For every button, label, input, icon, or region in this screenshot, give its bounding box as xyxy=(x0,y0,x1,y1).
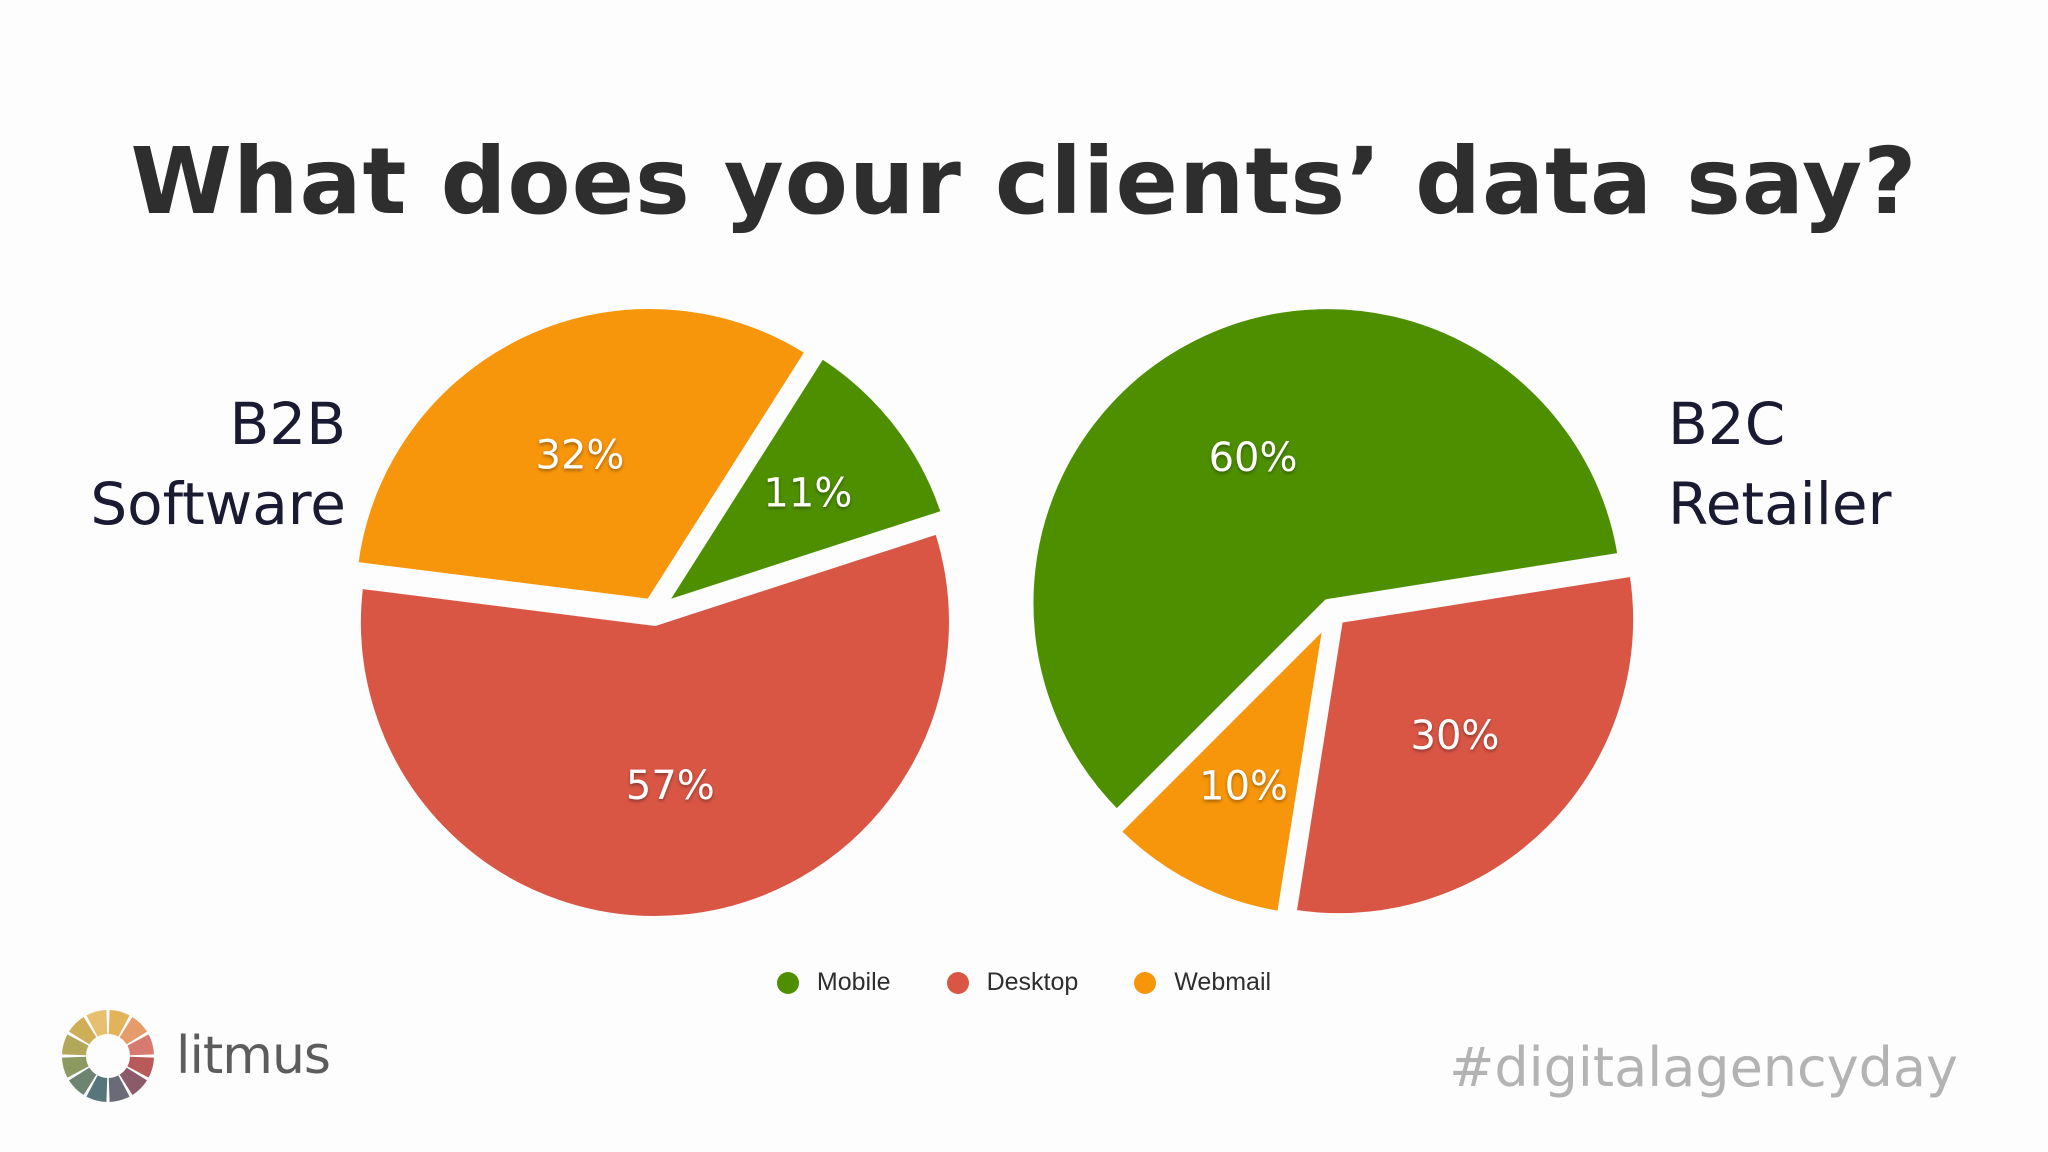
legend-dot-webmail xyxy=(1134,971,1157,994)
logo-segment xyxy=(68,1016,97,1045)
legend-label-desktop: Desktop xyxy=(986,968,1079,996)
pie-0-data-label-webmail: 32% xyxy=(536,433,625,479)
legend-item-mobile: Mobile xyxy=(776,968,891,997)
logo-segment xyxy=(108,1075,130,1102)
pie-0-data-label-desktop: 57% xyxy=(626,763,715,809)
pie-1-slice-mobile xyxy=(1025,301,1626,818)
legend: Mobile Desktop Webmail xyxy=(0,968,2048,997)
b2c-title-line-2: Retailer xyxy=(1668,470,1892,538)
pie-1-data-label-mobile: 60% xyxy=(1209,435,1298,481)
pie-0-slice-webmail xyxy=(350,300,814,607)
logo-segment xyxy=(127,1034,154,1056)
logo-text: litmus xyxy=(176,1026,331,1086)
logo-segment xyxy=(108,1010,130,1037)
logo-segment xyxy=(86,1010,108,1037)
logo-segment xyxy=(119,1016,148,1045)
logo-segment xyxy=(68,1067,97,1096)
pie-1-slice-webmail xyxy=(1112,616,1332,920)
legend-dot-desktop xyxy=(946,971,969,994)
pie-0-data-label-mobile: 11% xyxy=(763,471,852,517)
b2b-title-line-1: B2B xyxy=(229,390,346,458)
b2c-title-line-1: B2C xyxy=(1668,390,1786,458)
legend-item-webmail: Webmail xyxy=(1134,968,1271,997)
pie-0-slice-mobile xyxy=(657,350,950,610)
legend-label-webmail: Webmail xyxy=(1174,968,1272,996)
b2b-chart-title: B2B Software xyxy=(90,384,346,544)
logo-segment xyxy=(86,1075,108,1102)
b2b-title-line-2: Software xyxy=(90,470,346,538)
legend-item-desktop: Desktop xyxy=(946,968,1079,997)
page-title: What does your clients’ data say? xyxy=(130,128,1918,235)
litmus-logo-icon xyxy=(62,1010,154,1102)
legend-dot-mobile xyxy=(776,971,799,994)
logo-segment xyxy=(62,1056,89,1078)
logo-segment xyxy=(119,1067,148,1096)
b2c-chart-title: B2C Retailer xyxy=(1668,384,1891,544)
hashtag: #digitalagencyday xyxy=(1449,1036,1958,1099)
logo-segment xyxy=(62,1034,89,1056)
pie-1-slice-desktop xyxy=(1288,568,1642,922)
legend-label-mobile: Mobile xyxy=(816,968,891,996)
pie-1-data-label-desktop: 30% xyxy=(1411,713,1500,759)
pie-0-slice-desktop xyxy=(352,525,957,924)
pie-1-data-label-webmail: 10% xyxy=(1199,764,1288,810)
litmus-logo: litmus xyxy=(60,1008,331,1104)
logo-segment xyxy=(127,1056,154,1078)
